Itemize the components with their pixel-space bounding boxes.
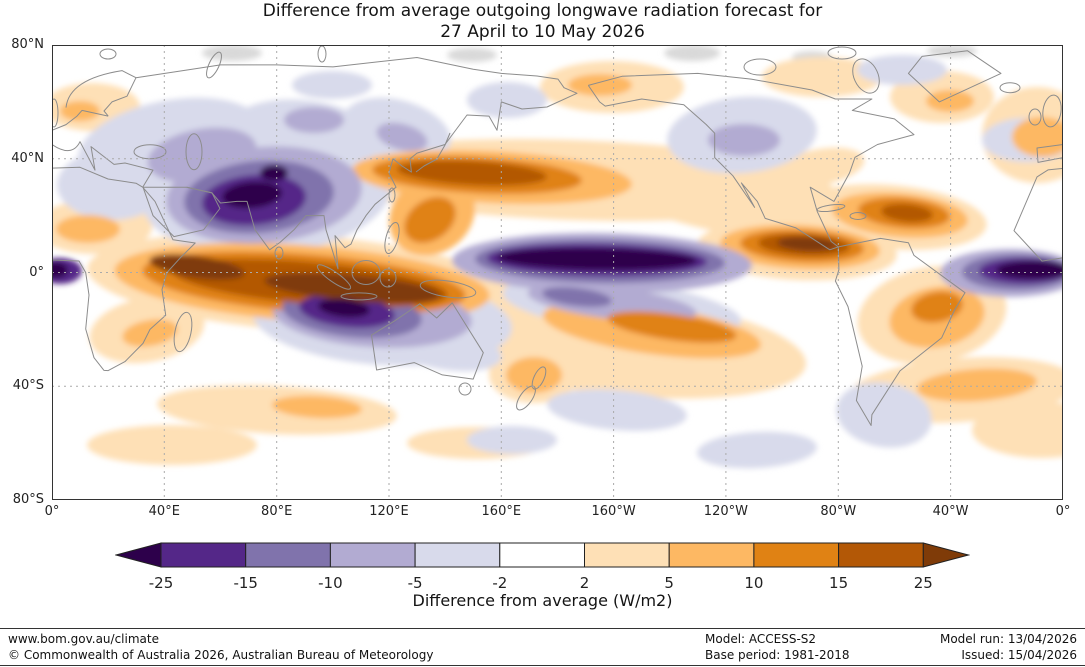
footer-website-url: www.bom.gov.au/climate (8, 632, 159, 646)
coastline-victoria-island (743, 58, 777, 76)
coastline-iceland (999, 82, 1021, 94)
chart-title: Difference from average outgoing longwav… (0, 1, 1085, 43)
lon-tick-label: 40°E (148, 504, 180, 519)
footer-copyright: © Commonwealth of Australia 2026, Austra… (8, 648, 434, 662)
longitude-axis: 0° 40°E 80°E 120°E 160°E 160°W 120°W 80°W 40°W 0° (45, 504, 1071, 522)
coastline-madagascar (173, 311, 193, 353)
colorbar-tick-label: 25 (913, 574, 933, 592)
coastline-black-sea (133, 144, 167, 160)
chart-title-line1: Difference from average outgoing longwav… (262, 1, 823, 21)
coastline-ireland (1028, 108, 1042, 126)
world-map (49, 45, 1064, 500)
colorbar: -25 -15 -10 -5 -2 2 5 10 15 25 (114, 542, 971, 594)
footer-model-name: Model: ACCESS-S2 (705, 632, 817, 646)
coastline-new-guinea (419, 279, 477, 299)
coastline-hispaniola (849, 212, 867, 220)
anomaly-shading-layer (52, 45, 1063, 469)
coastline-ellesmere-island (827, 46, 857, 60)
coastline-philippines (384, 221, 400, 255)
lat-tick-label: 40°S (12, 378, 44, 394)
colorbar-tick-label: -15 (233, 574, 258, 592)
coastline-novaya-zemlya (206, 51, 222, 79)
coastline-africa (51, 166, 196, 372)
lat-tick-label: 80°S (12, 492, 44, 507)
coastline-sri-lanka (274, 246, 284, 260)
coastline-australia (371, 302, 484, 380)
coastline-britain-west (1042, 94, 1062, 128)
coastline-cuba (816, 203, 846, 213)
coastline-scandinavia (65, 70, 137, 117)
coastline-svalbard (99, 48, 117, 60)
footer: www.bom.gov.au/climate © Commonwealth of… (0, 628, 1085, 666)
colorbar-tick-label: -25 (148, 574, 174, 592)
lat-tick-label: 80°N (11, 37, 44, 52)
lon-tick-label: 80°W (820, 504, 857, 519)
footer-issued-date: Issued: 15/04/2026 (961, 648, 1077, 662)
coastline-nz-north (531, 366, 547, 390)
lat-tick-label: 0° (29, 264, 44, 280)
colorbar-tick-label: 5 (664, 574, 674, 592)
colorbar-tick-label: -10 (318, 574, 343, 592)
coastline-mediterranean (51, 141, 154, 188)
footer-model-run-date: Model run: 13/04/2026 (939, 632, 1077, 646)
latitude-axis: 80°N 40°N 0° 40°S 80°S (0, 37, 48, 507)
coastline-north-america (587, 72, 915, 251)
coastline-west-africa (1013, 167, 1064, 262)
chart-title-line2: 27 April to 10 May 2026 (440, 22, 645, 42)
colorbar-tick-label: -2 (492, 574, 508, 592)
coastline-greenland (907, 50, 1002, 103)
coastline-baffin-island (852, 58, 880, 94)
coastline-sumatra (316, 264, 352, 290)
map-canvas (49, 45, 1064, 500)
coastline-sulawesi (379, 268, 397, 288)
colorbar-tick-label: -5 (407, 574, 423, 592)
lon-tick-label: 160°W (591, 504, 636, 519)
lon-tick-label: 40°W (932, 504, 969, 519)
coastline-north-europe (51, 109, 109, 131)
colorbar-tick-label: 15 (829, 574, 849, 592)
coastline-asia (135, 57, 578, 270)
colorbar-tick-label: 10 (744, 574, 764, 592)
lat-tick-label: 40°N (11, 150, 44, 166)
colorbar-tick-label: 2 (579, 574, 590, 592)
lon-tick-label: 80°E (261, 504, 293, 519)
colorbar-tick-labels: -25 -15 -10 -5 -2 2 5 10 15 25 (115, 574, 970, 594)
lon-tick-label: 120°E (369, 504, 409, 519)
lon-tick-label: 0° (1055, 504, 1071, 519)
coastline-tasmania (458, 382, 472, 396)
coastline-south-america (834, 237, 966, 426)
coastlines-layer (49, 45, 1064, 426)
map-border (52, 45, 1063, 500)
coastline-java (340, 292, 378, 301)
lon-tick-label: 160°E (481, 504, 522, 519)
colorbar-scale (114, 542, 971, 568)
coastline-caspian-sea (185, 133, 203, 171)
colorbar-label: Difference from average (W/m2) (412, 591, 673, 610)
graticule-layer (52, 45, 1063, 500)
lon-tick-label: 0° (44, 504, 60, 519)
coastline-iberia (1036, 144, 1064, 163)
footer-base-period: Base period: 1981-2018 (705, 648, 850, 662)
coastline-nz-south (516, 385, 536, 411)
lon-tick-label: 120°W (703, 504, 748, 519)
